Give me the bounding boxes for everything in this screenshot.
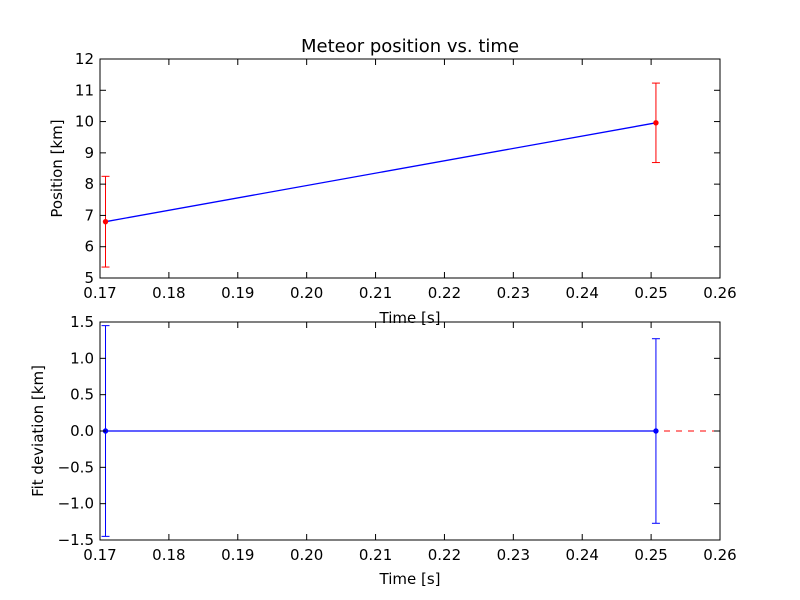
position-y-tick-label: 5 bbox=[84, 269, 94, 287]
fit-deviation-y-tick-label: 1.0 bbox=[70, 349, 94, 367]
position-x-axis-label: Time [s] bbox=[379, 309, 441, 327]
position-x-tick-label: 0.23 bbox=[497, 284, 530, 302]
position-y-tick-label: 8 bbox=[84, 175, 94, 193]
fit-deviation-y-ticks: −1.5 −1.0 −0.5 0.0 0.5 1.0 1.5 bbox=[58, 313, 720, 549]
position-x-ticks: 0.17 0.18 0.19 0.20 0.21 0.22 0.23 0.24 0.25 0.26 bbox=[83, 59, 737, 302]
position-axes-frame bbox=[99, 58, 721, 279]
position-x-tick-label: 0.26 bbox=[703, 284, 736, 302]
fit-deviation-x-tick-label: 0.20 bbox=[290, 546, 323, 564]
fit-deviation-x-tick-label: 0.21 bbox=[359, 546, 392, 564]
position-x-tick-label: 0.19 bbox=[221, 284, 254, 302]
fit-deviation-x-axis-label: Time [s] bbox=[379, 570, 441, 588]
position-x-tick-label: 0.20 bbox=[290, 284, 323, 302]
fit-deviation-y-tick-label: 0.5 bbox=[70, 386, 94, 404]
position-data-point bbox=[102, 218, 109, 225]
fit-deviation-x-tick-label: 0.18 bbox=[152, 546, 185, 564]
fit-deviation-x-tick-label: 0.19 bbox=[221, 546, 254, 564]
fit-deviation-x-tick-label: 0.24 bbox=[566, 546, 599, 564]
position-x-tick-label: 0.18 bbox=[152, 284, 185, 302]
fit-deviation-x-ticks: 0.17 0.18 0.19 0.20 0.21 0.22 0.23 0.24 0.25 0.26 bbox=[83, 322, 737, 564]
chart-title: Meteor position vs. time bbox=[301, 36, 519, 57]
fit-deviation-plot: 0.17 0.18 0.19 0.20 0.21 0.22 0.23 0.24 0.25 0.26… bbox=[29, 313, 737, 588]
position-y-tick-label: 12 bbox=[75, 50, 94, 68]
position-y-tick-label: 6 bbox=[84, 238, 94, 256]
position-y-tick-label: 11 bbox=[75, 81, 94, 99]
position-y-ticks: 5 6 7 8 9 10 11 12 bbox=[75, 50, 720, 287]
position-x-tick-label: 0.25 bbox=[634, 284, 667, 302]
fit-deviation-x-tick-label: 0.17 bbox=[83, 546, 116, 564]
fit-deviation-data-point bbox=[653, 428, 659, 434]
position-y-tick-label: 10 bbox=[75, 113, 94, 131]
position-x-tick-label: 0.24 bbox=[566, 284, 599, 302]
fit-deviation-x-tick-label: 0.23 bbox=[497, 546, 530, 564]
fit-deviation-y-tick-label: −1.5 bbox=[58, 531, 94, 549]
position-y-tick-label: 9 bbox=[84, 144, 94, 162]
fit-deviation-y-tick-label: −1.0 bbox=[58, 495, 94, 513]
fit-deviation-x-tick-label: 0.22 bbox=[428, 546, 461, 564]
fit-deviation-y-axis-label: Fit deviation [km] bbox=[29, 365, 47, 497]
fit-deviation-x-tick-label: 0.26 bbox=[703, 546, 736, 564]
position-data-point bbox=[653, 120, 659, 126]
fit-deviation-x-tick-label: 0.25 bbox=[634, 546, 667, 564]
position-marks bbox=[101, 82, 660, 268]
position-y-tick-label: 7 bbox=[84, 206, 94, 224]
fit-deviation-y-tick-label: −0.5 bbox=[58, 458, 94, 476]
fit-deviation-marks bbox=[100, 325, 720, 537]
position-y-axis-label: Position [km] bbox=[48, 119, 66, 217]
fit-deviation-y-tick-label: 0.0 bbox=[70, 422, 94, 440]
position-x-tick-label: 0.17 bbox=[83, 284, 116, 302]
position-x-tick-label: 0.22 bbox=[428, 284, 461, 302]
fit-deviation-y-tick-label: 1.5 bbox=[70, 313, 94, 331]
position-x-tick-label: 0.21 bbox=[359, 284, 392, 302]
position-series-line bbox=[105, 122, 657, 223]
